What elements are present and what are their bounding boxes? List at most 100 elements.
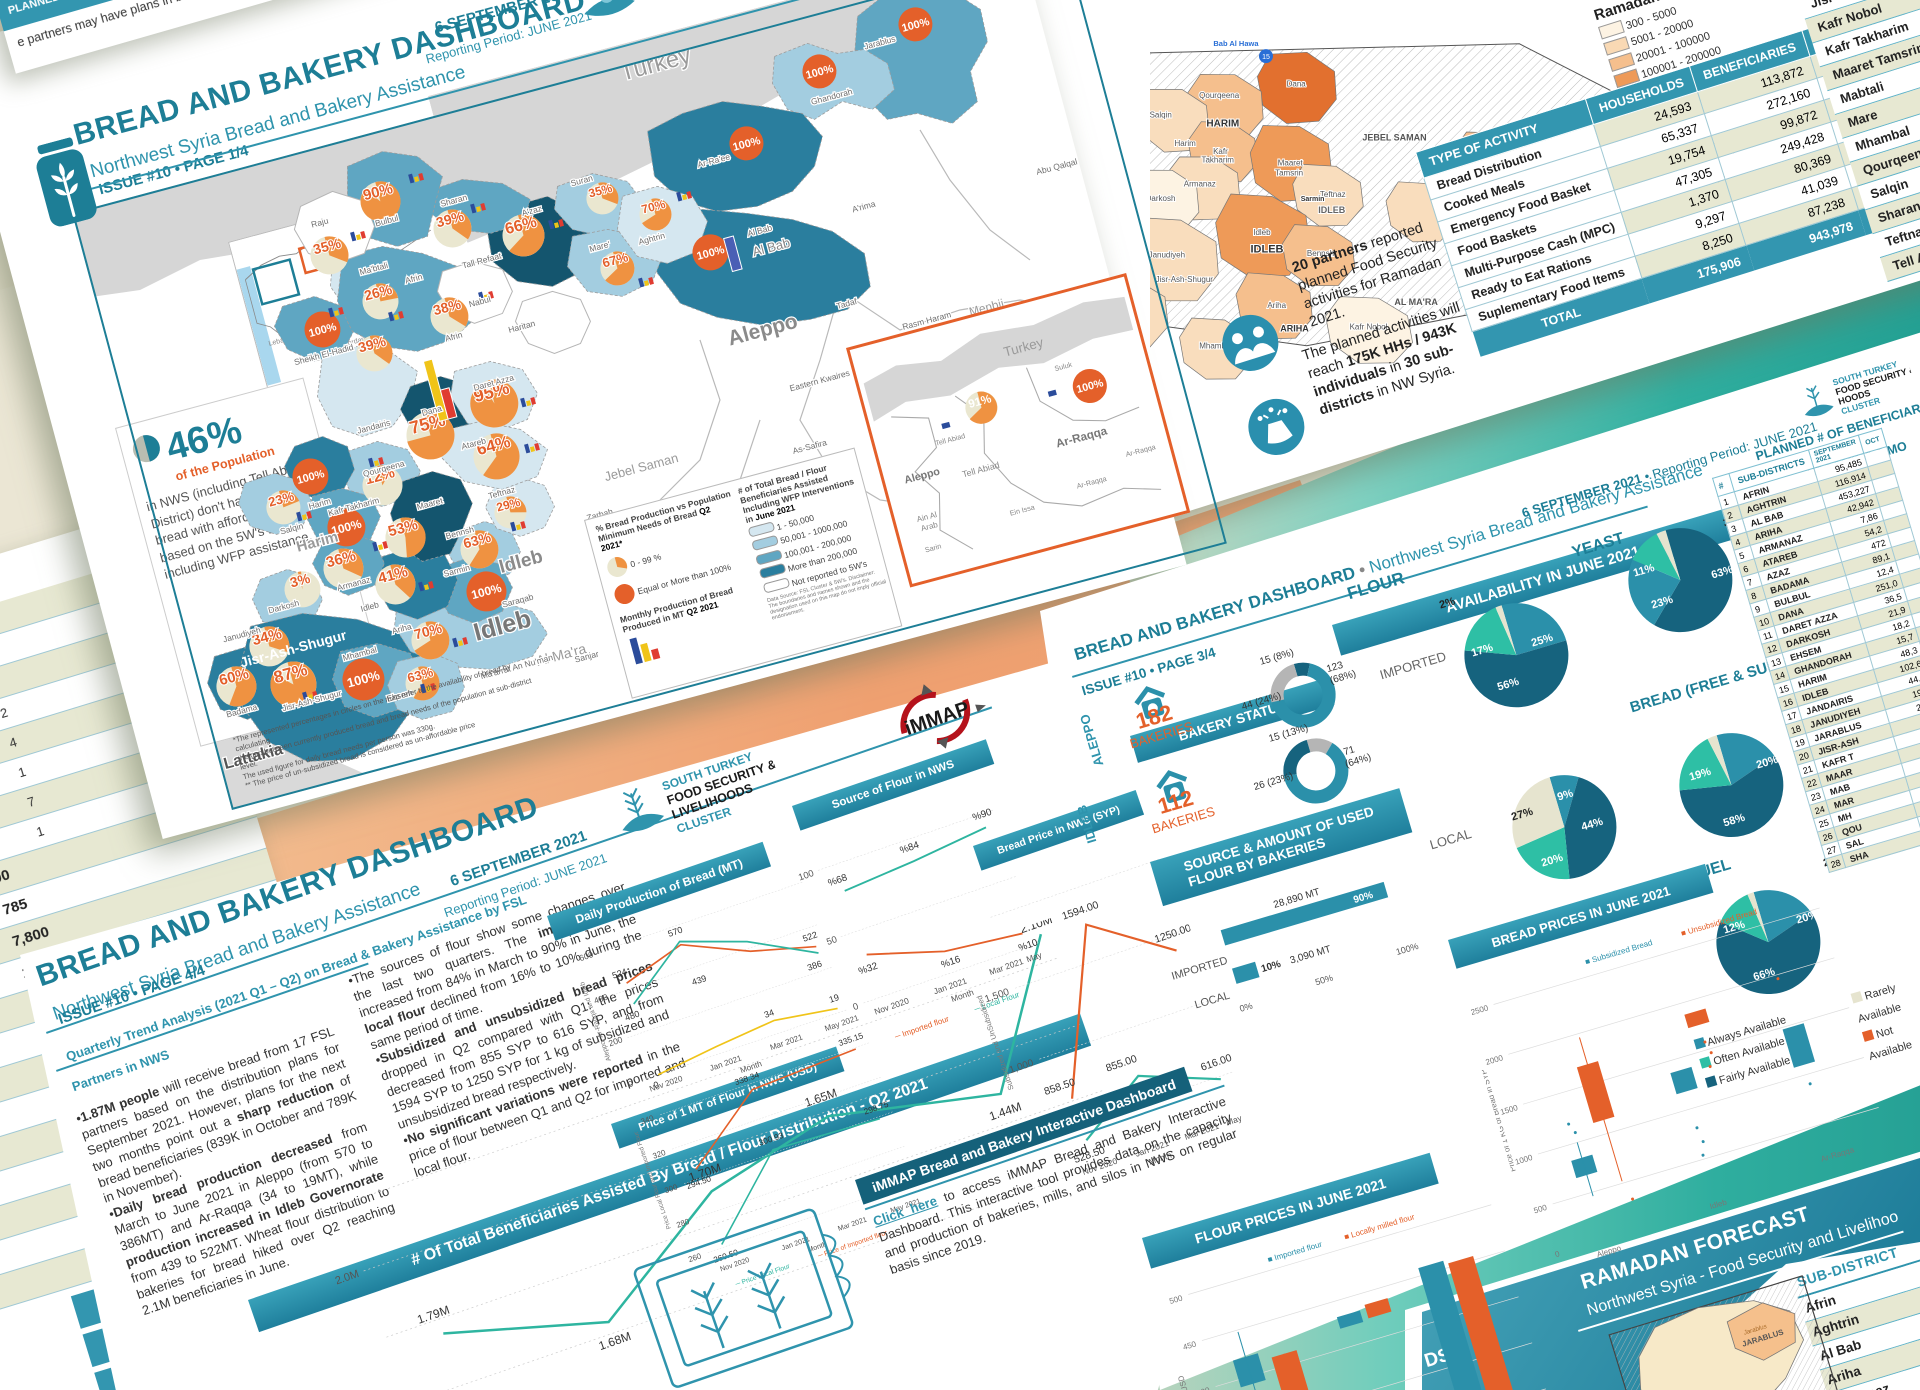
svg-text:Eastern Kwaires: Eastern Kwaires xyxy=(788,368,850,394)
svg-text:IMPORTED: IMPORTED xyxy=(1170,955,1229,983)
svg-text:300: 300 xyxy=(663,1182,679,1195)
svg-text:100%: 100% xyxy=(1395,941,1420,957)
svg-text:294.50: 294.50 xyxy=(685,1173,713,1191)
svg-text:500: 500 xyxy=(1168,1293,1184,1306)
svg-text:%84: %84 xyxy=(899,840,922,857)
svg-text:1,500: 1,500 xyxy=(983,987,1011,1006)
svg-text:500: 500 xyxy=(1533,1203,1549,1216)
svg-text:480: 480 xyxy=(624,1009,641,1023)
svg-text:2000: 2000 xyxy=(1484,1053,1504,1067)
svg-text:0: 0 xyxy=(1554,1249,1561,1259)
svg-text:Aleppo: Aleppo xyxy=(1596,1243,1623,1259)
svg-text:JEBEL SAMAN: JEBEL SAMAN xyxy=(1362,133,1426,143)
svg-text:15: 15 xyxy=(1262,54,1270,61)
svg-text:50%: 50% xyxy=(1314,973,1334,988)
svg-text:Maaret: Maaret xyxy=(1278,159,1304,168)
svg-text:1.68M: 1.68M xyxy=(597,1329,633,1353)
svg-text:123: 123 xyxy=(1325,660,1345,675)
svg-text:1594.00: 1594.00 xyxy=(1060,899,1100,923)
svg-text:HARIM: HARIM xyxy=(1206,118,1239,129)
svg-text:Tell Abiad: Tell Abiad xyxy=(934,432,966,448)
svg-text:1000: 1000 xyxy=(1514,1153,1534,1167)
svg-text:Dana: Dana xyxy=(1287,80,1307,89)
svg-text:Idleb: Idleb xyxy=(1253,228,1271,237)
svg-text:19: 19 xyxy=(828,992,841,1005)
svg-text:90%: 90% xyxy=(1352,890,1374,906)
svg-text:Ar-Raqqa: Ar-Raqqa xyxy=(1820,1145,1856,1164)
svg-text:450: 450 xyxy=(1182,1339,1198,1352)
svg-text:1.79M: 1.79M xyxy=(415,1303,451,1327)
svg-text:Jisr-Ash-Shugur: Jisr-Ash-Shugur xyxy=(1156,275,1214,284)
svg-text:ARIHA: ARIHA xyxy=(1280,324,1309,334)
svg-text:260: 260 xyxy=(687,1251,703,1264)
svg-text:26 (23%): 26 (23%) xyxy=(1253,771,1295,793)
svg-text:0: 0 xyxy=(652,1079,660,1090)
svg-text:Idleb: Idleb xyxy=(360,599,381,614)
svg-text:Tamsrin: Tamsrin xyxy=(1275,169,1303,178)
svg-text:Armanaz: Armanaz xyxy=(1184,179,1216,188)
svg-text:386: 386 xyxy=(806,958,823,972)
svg-text:400: 400 xyxy=(1196,1385,1212,1390)
svg-text:Janudiyeh: Janudiyeh xyxy=(1150,251,1185,260)
svg-text:338.34: 338.34 xyxy=(733,1069,761,1087)
svg-text:Darkosh: Darkosh xyxy=(1150,194,1175,203)
svg-text:1500: 1500 xyxy=(1499,1103,1519,1117)
svg-text:AL MA'RA: AL MA'RA xyxy=(1394,297,1438,307)
svg-text:Salqin: Salqin xyxy=(1150,110,1172,119)
svg-text:200: 200 xyxy=(607,1034,624,1048)
svg-text:0%: 0% xyxy=(1238,1001,1253,1014)
svg-text:Ar-Raqqa: Ar-Raqqa xyxy=(1076,475,1108,491)
svg-text:570: 570 xyxy=(667,925,684,939)
svg-text:2.0M: 2.0M xyxy=(334,1268,361,1287)
svg-text:50: 50 xyxy=(825,934,838,947)
svg-text:Sarmin: Sarmin xyxy=(1301,196,1325,203)
svg-text:70%: 70% xyxy=(412,620,444,643)
svg-text:A'rima: A'rima xyxy=(851,198,877,214)
svg-text:Ar-Raqqa: Ar-Raqqa xyxy=(1055,424,1109,450)
svg-text:100: 100 xyxy=(797,868,815,883)
svg-text:91%: 91% xyxy=(967,392,993,411)
svg-text:298.75: 298.75 xyxy=(862,1099,890,1117)
svg-text:Ein Issa: Ein Issa xyxy=(1009,503,1036,517)
svg-text:10%: 10% xyxy=(1260,959,1282,975)
svg-text:0: 0 xyxy=(852,1001,860,1012)
svg-text:─ Imported flour: ─ Imported flour xyxy=(893,1014,951,1041)
svg-text:3%: 3% xyxy=(288,570,312,591)
svg-text:400: 400 xyxy=(592,992,609,1006)
svg-text:34: 34 xyxy=(763,1007,776,1020)
svg-text:524: 524 xyxy=(611,966,628,980)
svg-text:%90: %90 xyxy=(971,807,994,824)
svg-text:Sarin: Sarin xyxy=(924,542,942,554)
svg-text:Takharim: Takharim xyxy=(1201,156,1234,165)
svg-text:Qourqeena: Qourqeena xyxy=(1199,91,1240,100)
svg-text:Kafr Nobol: Kafr Nobol xyxy=(1350,323,1388,332)
svg-text:1,000: 1,000 xyxy=(1008,1058,1036,1077)
svg-text:15 (8%): 15 (8%) xyxy=(1258,647,1295,667)
svg-text:Teftnaz: Teftnaz xyxy=(1320,190,1346,199)
svg-text:LOCAL: LOCAL xyxy=(1193,990,1231,1012)
svg-text:Nov 2020: Nov 2020 xyxy=(873,995,911,1016)
svg-text:600: 600 xyxy=(578,949,595,963)
svg-text:Suluk: Suluk xyxy=(1054,361,1074,373)
svg-text:Harim: Harim xyxy=(1175,139,1197,148)
svg-text:Ariha: Ariha xyxy=(1267,301,1286,310)
svg-text:71: 71 xyxy=(1342,744,1356,758)
svg-text:%32: %32 xyxy=(857,961,879,978)
svg-text:As-Safira: As-Safira xyxy=(791,437,828,456)
svg-text:3,090 MT: 3,090 MT xyxy=(1289,944,1333,967)
svg-text:Bennsh: Bennsh xyxy=(1307,249,1334,258)
svg-text:0: 0 xyxy=(627,1078,635,1089)
svg-text:Idleb: Idleb xyxy=(1709,1197,1729,1211)
svg-text:%16: %16 xyxy=(940,954,963,971)
svg-text:Bab Al Hawa: Bab Al Hawa xyxy=(1213,39,1259,48)
svg-text:2500: 2500 xyxy=(1470,1003,1490,1017)
svg-text:280: 280 xyxy=(675,1217,691,1230)
svg-text:Aleppo: Aleppo xyxy=(903,465,942,486)
svg-text:439: 439 xyxy=(690,973,707,987)
svg-text:522: 522 xyxy=(801,929,818,943)
svg-text:IDLEB: IDLEB xyxy=(1251,244,1284,256)
svg-text:320: 320 xyxy=(651,1148,667,1161)
svg-text:Kafr: Kafr xyxy=(1213,147,1228,156)
svg-text:340: 340 xyxy=(640,1113,656,1126)
svg-text:Arab: Arab xyxy=(920,520,939,533)
